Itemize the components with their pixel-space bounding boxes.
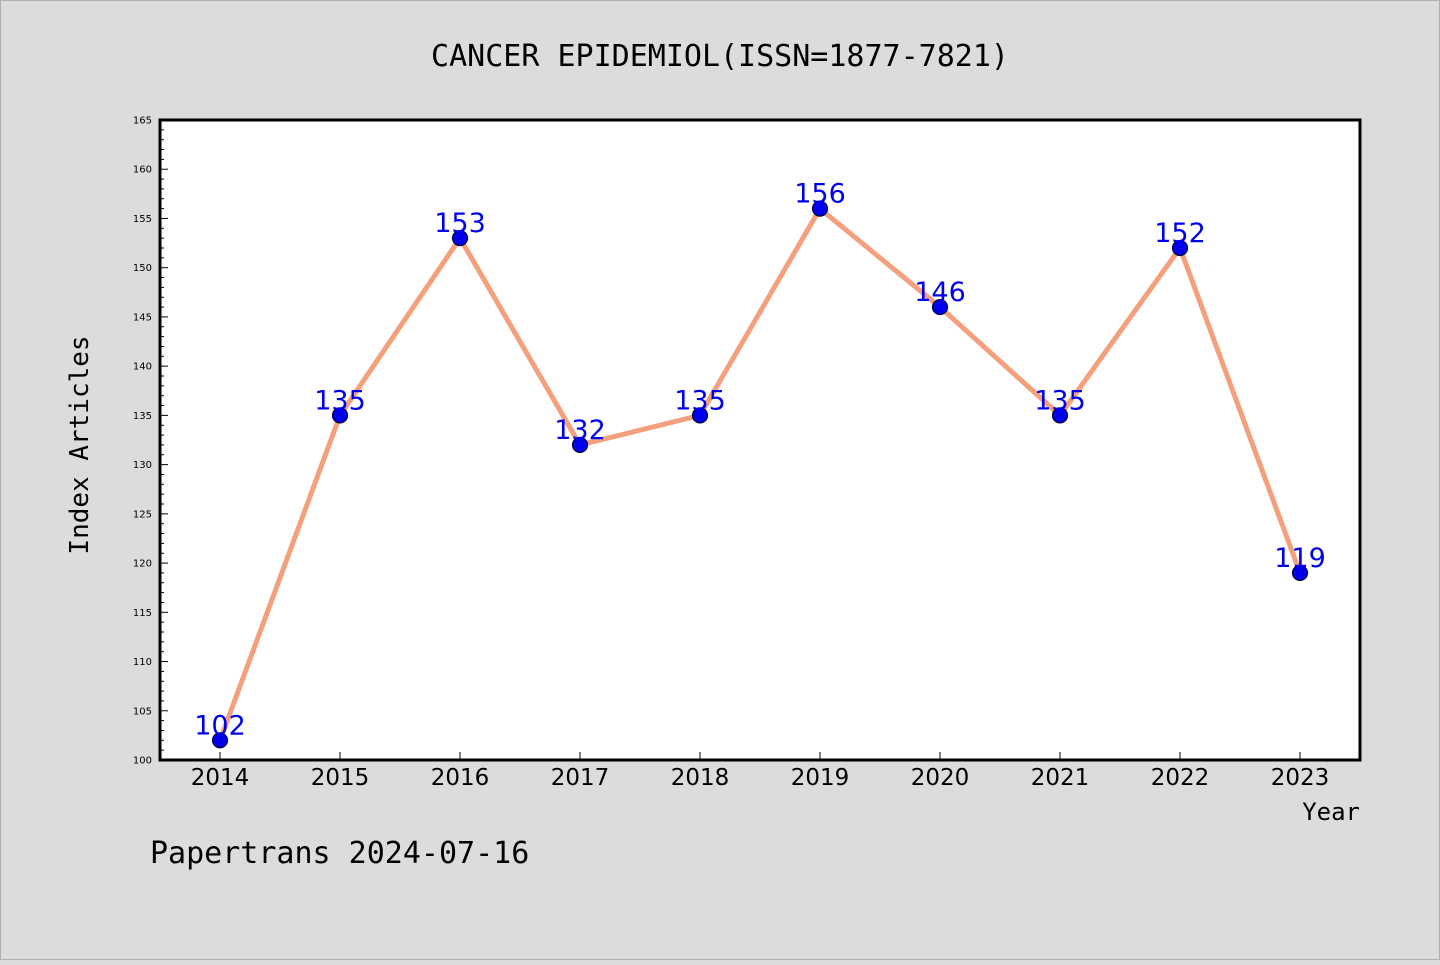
data-point-marker: [1051, 407, 1069, 424]
x-tick-label: 2021: [1031, 765, 1090, 791]
data-point-marker: [931, 298, 949, 316]
y-tick-label: 105: [133, 706, 152, 717]
y-axis-label: Index Articles: [65, 335, 95, 554]
y-tick-label: 145: [133, 312, 152, 323]
y-tick-label: 165: [133, 116, 152, 127]
x-tick-label: 2014: [191, 765, 250, 791]
data-point-marker: [451, 230, 469, 247]
y-tick-label: 150: [133, 263, 152, 274]
y-tick-label: 135: [133, 411, 152, 422]
data-labels: 102 135 153 132 135 156 146 135 152 119: [194, 179, 1326, 742]
x-tick-label: 2015: [311, 765, 370, 791]
y-tick-label: 140: [133, 362, 152, 373]
y-tick-label: 160: [133, 165, 152, 176]
x-tick-label: 2023: [1271, 765, 1330, 791]
data-label: 156: [794, 179, 846, 210]
series-line-group: [217, 204, 1303, 742]
x-tick-label: 2020: [911, 765, 970, 791]
data-label: 135: [314, 385, 366, 416]
x-tick-label: 2017: [551, 765, 610, 791]
data-label: 146: [914, 277, 966, 308]
data-label: 153: [434, 208, 486, 239]
data-point-marker: [1291, 564, 1309, 582]
x-axis: 2014 2015 2016 2017 2018 2019 2020 2021 2022 2023: [191, 752, 1330, 791]
data-point-marker: [571, 436, 589, 454]
y-tick-label: 120: [133, 559, 152, 570]
data-label: 102: [194, 710, 246, 741]
data-label: 132: [554, 415, 606, 446]
x-tick-label: 2018: [671, 765, 730, 791]
data-label: 135: [674, 385, 726, 416]
data-point-marker: [331, 407, 349, 424]
y-tick-label: 110: [133, 657, 152, 668]
data-point-marker: [1171, 239, 1189, 257]
y-axis: 100 105 110 115 120 125 130 135 140 145 150 155 160 1…: [133, 116, 168, 767]
x-tick-label: 2022: [1151, 765, 1210, 791]
series-line: [217, 204, 1303, 742]
x-tick-label: 2016: [431, 765, 490, 791]
x-axis-label: Year: [1302, 798, 1360, 826]
data-markers: [211, 200, 1309, 749]
y-tick-label: 130: [133, 460, 152, 471]
data-point-marker: [811, 200, 829, 217]
data-label: 135: [1034, 385, 1086, 416]
y-tick-label: 100: [133, 756, 152, 767]
data-point-marker: [691, 407, 709, 424]
y-tick-label: 125: [133, 509, 152, 520]
chart-title: CANCER EPIDEMIOL(ISSN=1877-7821): [431, 39, 1009, 74]
data-label: 119: [1274, 543, 1326, 574]
plot-area: [158, 118, 1362, 762]
footer-stamp: Papertrans 2024-07-16: [150, 836, 529, 871]
y-tick-label: 115: [133, 608, 152, 619]
x-tick-label: 2019: [791, 765, 850, 791]
data-label: 152: [1154, 218, 1206, 249]
y-tick-label: 155: [133, 214, 152, 225]
data-point-marker: [211, 732, 229, 749]
